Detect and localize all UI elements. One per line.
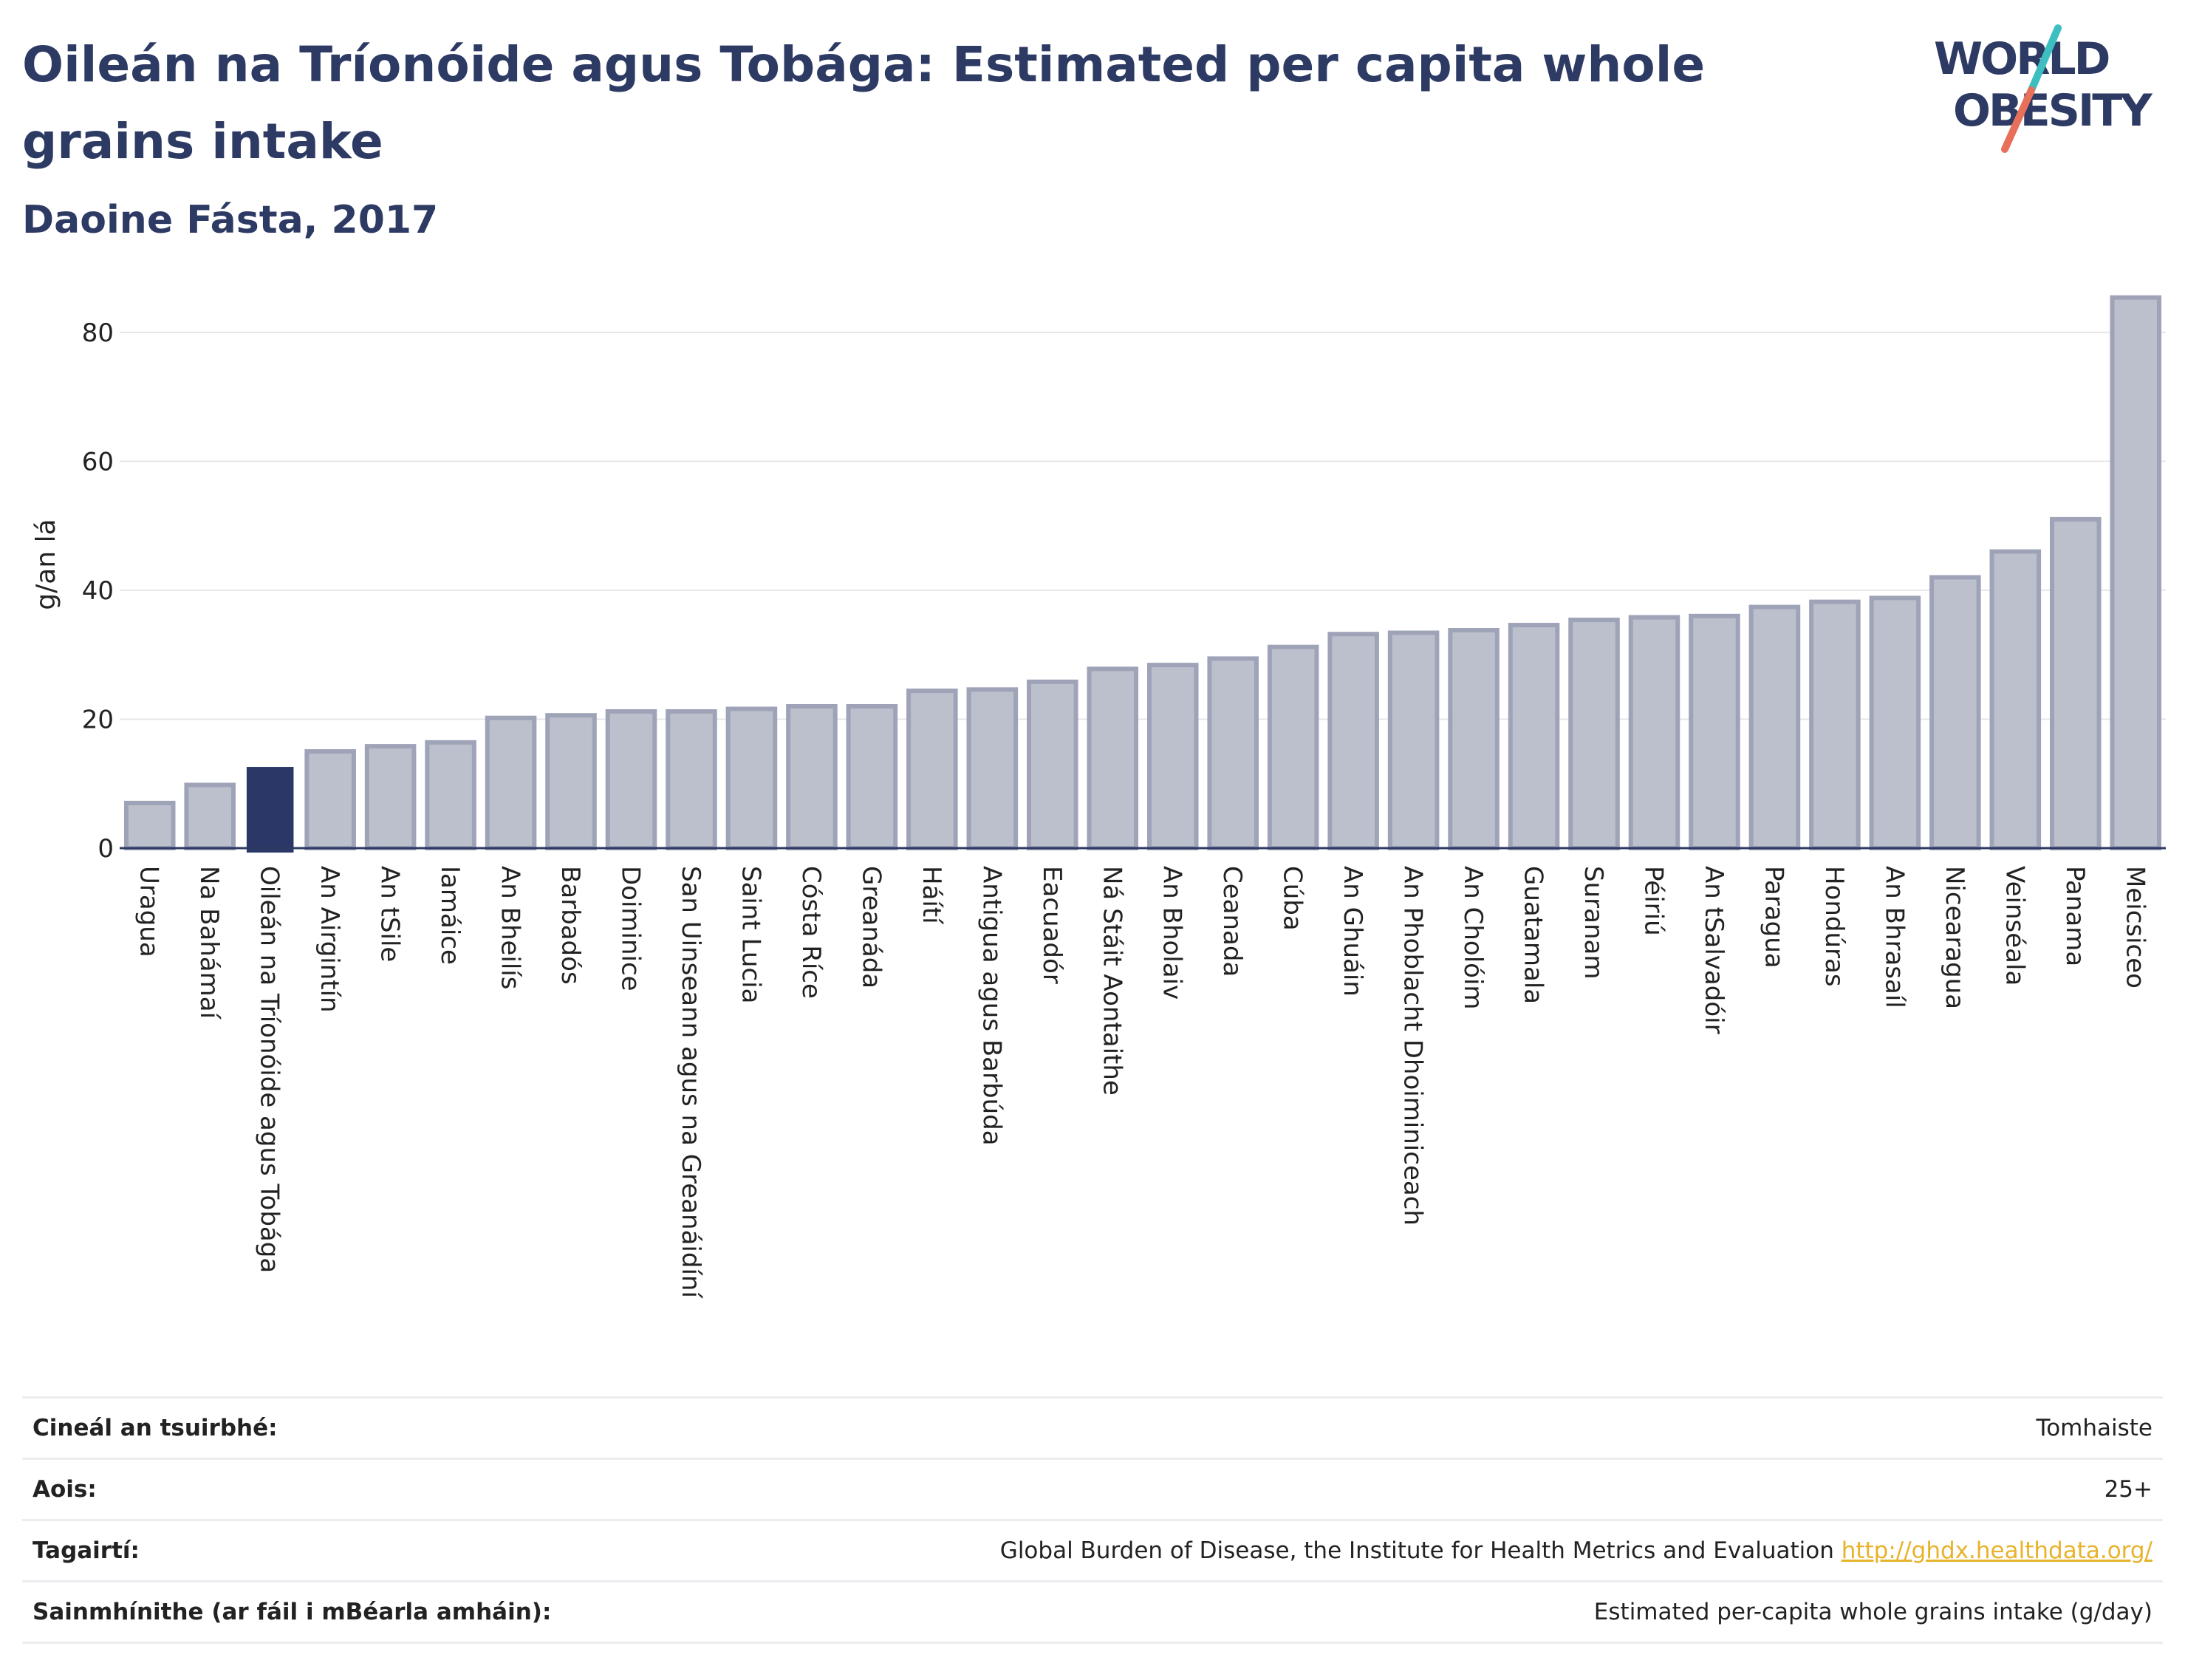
x-tick-label: Ceanada [1217,866,1247,977]
reference-link[interactable]: http://ghdx.healthdata.org/ [1841,1537,2152,1564]
x-tick-label: Veinséala [2000,866,2029,986]
x-tick-label: Péiriú [1639,866,1669,936]
y-axis-label: g/an lá [31,519,61,609]
bar [666,708,717,850]
bar [966,687,1019,850]
bar [304,749,356,850]
x-tick-label: An Bholaiv [1158,866,1187,1000]
bar [1628,615,1680,851]
info-row-references: Tagairtí: Global Burden of Disease, the … [22,1520,2163,1582]
bar [2110,295,2162,850]
bar [1087,666,1139,851]
info-label: Tagairtí: [33,1537,140,1564]
info-row-definitions: Sainmhínithe (ar fáil i mBéarla amháin):… [22,1581,2163,1643]
bar [1869,595,1921,851]
info-row-age: Aois: 25+ [22,1458,2163,1520]
x-tick-label: An Bhrasaíl [1879,866,1909,1008]
x-tick-label: An Ghuáin [1338,866,1367,997]
logo-line1: WORLD [1934,33,2109,85]
bar [906,689,958,851]
x-tick-label: Doiminice [616,866,646,991]
info-label: Aois: [33,1476,97,1503]
bar [425,740,476,851]
x-tick-label: An Airgintín [315,866,344,1013]
bar [1568,618,1620,851]
x-tick-label: Greanáda [856,866,886,988]
bar [1448,628,1500,850]
bar [725,706,778,850]
x-tick-label: Paragua [1759,866,1788,969]
info-label: Cineál an tsuirbhé: [33,1415,278,1441]
x-tick-label: An tSalvadóir [1699,866,1728,1034]
logo-line2: OBESITY [1953,85,2153,137]
x-tick-label: Antigua agus Barbúda [977,866,1006,1146]
bar-chart: 0 20 40 60 80 g/an lá Uragua Na Bahámaí Oileán n… [31,295,2166,1299]
x-tick-label: Panama [2060,866,2090,966]
x-tick-label: Meicsiceo [2120,866,2150,988]
bar [1748,604,1801,850]
bar [1207,656,1259,850]
x-tick-label: Nicearagua [1940,866,1969,1009]
info-label: Sainmhínithe (ar fáil i mBéarla amháin): [33,1599,552,1625]
logo-slash-teal [2028,24,2062,94]
x-tick-label: Saint Lucia [736,866,765,1003]
bar [184,782,236,851]
bar [246,767,294,853]
bar [123,800,176,850]
y-tick-label: 20 [82,705,114,734]
info-value: 25+ [2104,1476,2152,1503]
x-tick-label: Iamáice [435,866,465,965]
x-tick-label: Ná Stáit Aontaithe [1097,866,1126,1096]
x-tick-label: Cúba [1278,866,1307,931]
x-tick-label: Oileán na Tríonóide agus Tobága [255,866,284,1273]
y-tick-label: 40 [82,576,114,606]
x-tick-label: Guatamala [1519,866,1548,1004]
x-tick-label: Eacuadór [1037,866,1067,984]
x-tick-label: An Cholóim [1458,866,1488,1010]
y-tick-label: 0 [98,834,114,864]
bar [1387,630,1440,850]
info-value: Tomhaiste [2036,1415,2152,1441]
info-value-cell: Global Burden of Disease, the Institute … [697,1520,2163,1582]
bar [1689,613,1740,850]
bar [2050,516,2102,851]
y-tick-label: 80 [82,318,114,348]
info-row-survey-type: Cineál an tsuirbhé: Tomhaiste [22,1397,2163,1459]
x-tick-label: Uragua [134,866,164,957]
bar [364,744,417,850]
bar [1146,663,1199,850]
logo-slash-coral [2001,86,2035,153]
bar [605,708,657,850]
x-tick-label: Cósta Ríce [796,866,826,999]
info-value: Global Burden of Disease, the Institute … [999,1537,1834,1564]
bar [545,713,597,851]
bar [1508,623,1560,850]
x-tick-label: Na Bahámaí [194,866,224,1020]
info-table: Cineál an tsuirbhé: Tomhaiste Aois: 25+ … [22,1396,2163,1644]
chart-subtitle: Daoine Fásta, 2017 [22,198,439,242]
chart-title: Oileán na Tríonóide agus Tobága: Estimat… [22,36,1706,170]
x-tick-label: San Uinseann agus na Greanáidíní [676,866,705,1299]
bar [485,715,537,851]
bar [1929,575,1981,850]
world-obesity-logo: WORLD OBESITY [1934,24,2155,153]
x-tick-label: An tSile [375,866,405,962]
bar [1809,599,1861,850]
bar [846,704,898,850]
x-tick-label: Barbadós [555,866,585,985]
bar [1267,644,1319,851]
bar [1027,679,1078,850]
x-tick-label: An Phoblacht Dhoiminiceach [1398,866,1428,1226]
info-value: Estimated per-capita whole grains intake… [1593,1599,2152,1625]
bar [1327,632,1379,850]
x-tick-label: An Bheilís [496,866,525,989]
x-tick-label: Háítí [917,866,946,925]
bar [786,704,838,850]
x-tick-label: Hondúras [1819,866,1849,987]
bar [1989,549,2042,851]
x-tick-label: Suranam [1579,866,1608,979]
y-tick-label: 60 [82,447,114,477]
